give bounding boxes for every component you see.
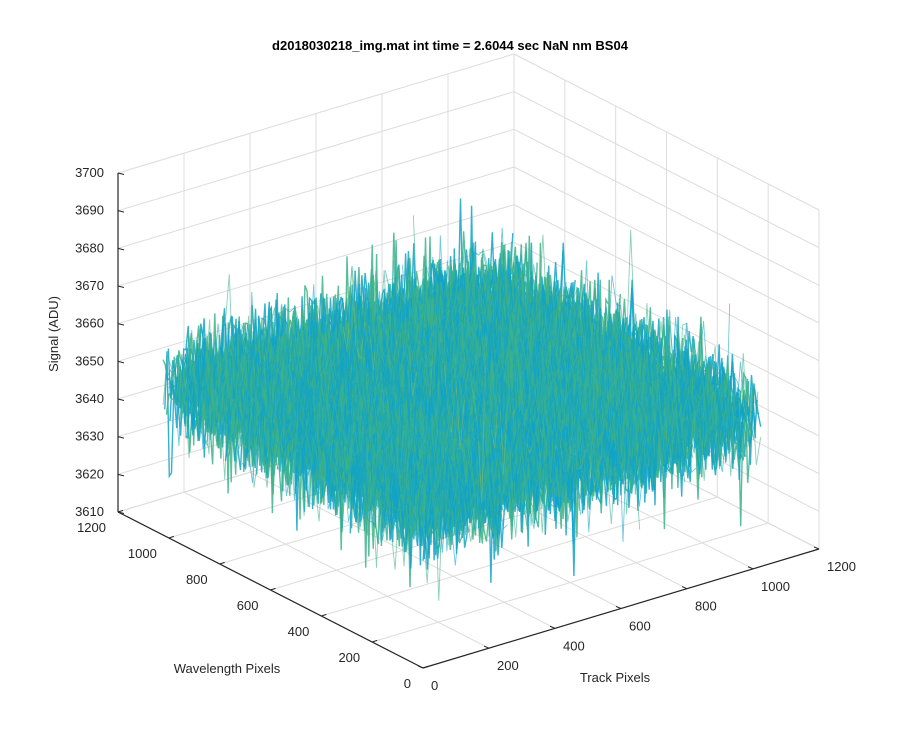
y-tick	[422, 665, 429, 669]
surface-line	[432, 280, 694, 459]
grid-line	[513, 166, 820, 324]
grid-line	[117, 53, 515, 174]
z-tick-labels: 3610 3620 3630 3640 3650 3660 3670 3680 3690 3700	[75, 165, 125, 519]
grid-line	[513, 91, 820, 249]
y-tick-label: 400	[288, 624, 310, 639]
z-tick-label: 3700	[75, 165, 104, 180]
z-tick-label: 3620	[75, 466, 104, 481]
y-tick-label: 1000	[128, 546, 157, 561]
x-tick-label: 200	[497, 658, 519, 673]
y-tick	[372, 639, 378, 643]
z-tick	[117, 473, 125, 477]
grid-line	[117, 166, 515, 287]
x-tick-label: 0	[431, 678, 438, 693]
surface-line	[500, 229, 762, 466]
z-tick-label: 3650	[75, 353, 104, 368]
z-tick	[117, 323, 125, 326]
z-tick	[117, 436, 125, 439]
z-axis-label: Signal (ADU)	[46, 296, 61, 372]
z-tick-label: 3670	[75, 278, 104, 293]
y-tick	[117, 509, 124, 513]
grid-line	[321, 496, 718, 617]
x-tick	[483, 645, 490, 649]
z-tick-label: 3660	[75, 316, 104, 331]
x-axis-label: Track Pixels	[580, 670, 651, 685]
grid-line	[117, 204, 515, 325]
z-tick-label: 3680	[75, 240, 104, 255]
z-tick	[117, 172, 125, 175]
y-tick	[270, 587, 276, 591]
grid-line	[513, 128, 820, 286]
x-tick-label: 600	[629, 619, 651, 634]
grid-line	[513, 204, 820, 362]
x-tick	[417, 665, 424, 669]
y-axis-label: Wavelength Pixels	[174, 661, 281, 676]
surface-line	[480, 241, 742, 429]
surface-line	[424, 277, 686, 483]
x-tick-label: 1200	[827, 559, 856, 574]
surface-line	[244, 337, 506, 516]
x-tick-label: 1000	[761, 579, 790, 594]
x-tick-labels: 0 200 400 600 800 1000 1200	[417, 546, 856, 693]
x-tick	[615, 605, 622, 609]
x-tick	[681, 586, 688, 590]
grid-line	[372, 522, 769, 643]
x-tick-label: 800	[695, 599, 717, 614]
z-tick	[117, 398, 125, 401]
surface-line	[497, 227, 759, 440]
z-tick	[117, 210, 125, 213]
surface-mesh	[162, 198, 762, 601]
y-tick	[219, 561, 225, 565]
z-tick	[117, 511, 125, 514]
z-tick	[117, 285, 125, 288]
surface-line	[486, 234, 747, 458]
y-tick-label: 0	[404, 676, 411, 691]
surface-line	[297, 291, 559, 514]
z-tick	[117, 247, 125, 251]
surface-line	[227, 335, 489, 532]
z-tick-label: 3690	[75, 203, 104, 218]
z-tick	[117, 360, 125, 364]
x-tick	[747, 566, 754, 570]
x-tick	[813, 546, 820, 550]
y-tick-label: 800	[186, 572, 208, 587]
x-tick	[549, 625, 556, 629]
chart-title: d2018030218_img.mat int time = 2.6044 se…	[272, 38, 629, 53]
surface-line	[308, 284, 570, 497]
z-tick-label: 3610	[75, 504, 104, 519]
surface-line	[494, 254, 756, 444]
grid-line	[117, 91, 515, 212]
y-tick-labels: 0 200 400 600 800 1000 1200	[77, 509, 429, 691]
grid-line	[513, 53, 820, 211]
z-tick-label: 3640	[75, 391, 104, 406]
grid-line	[117, 128, 515, 249]
z-tick-label: 3630	[75, 429, 104, 444]
y-tick-label: 200	[338, 650, 360, 665]
y-tick-label: 1200	[77, 520, 106, 535]
y-tick	[321, 613, 327, 617]
y-tick	[168, 535, 174, 539]
y-tick-label: 600	[237, 598, 259, 613]
x-tick-label: 400	[563, 638, 585, 653]
